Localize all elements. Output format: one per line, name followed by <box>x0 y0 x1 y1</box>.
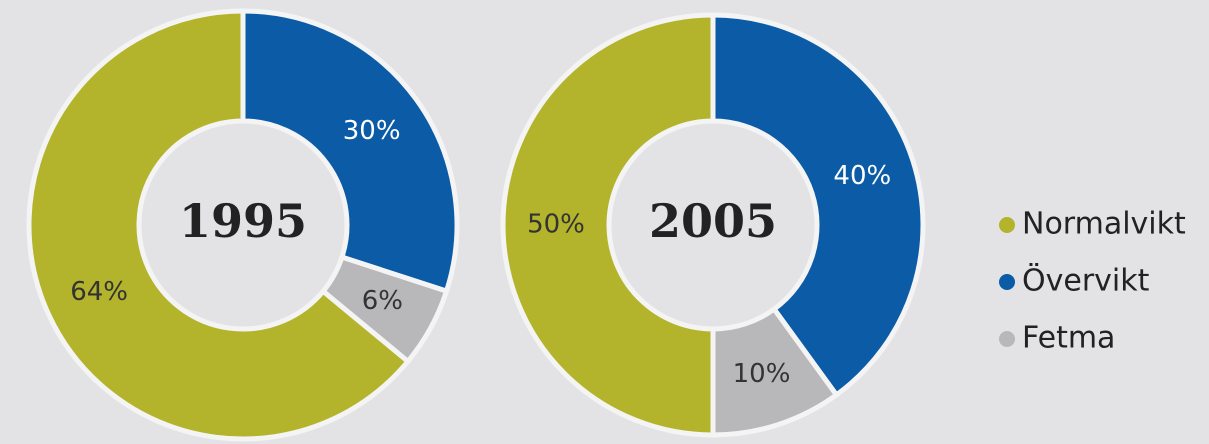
value-label: 40% <box>833 161 891 191</box>
donut-slice <box>500 12 716 438</box>
legend-swatch <box>999 274 1015 290</box>
value-label: 50% <box>527 210 585 240</box>
center-title: 1995 <box>179 194 307 248</box>
center-title: 2005 <box>649 194 777 248</box>
legend-swatch <box>999 217 1015 233</box>
legend-label: Normalvikt <box>1022 207 1186 242</box>
value-label: 30% <box>343 116 401 146</box>
legend-swatch <box>999 331 1015 347</box>
legend-label: Övervikt <box>1022 263 1150 299</box>
donut-slice <box>26 8 412 442</box>
legend-label: Fetma <box>1022 321 1115 356</box>
value-label: 64% <box>70 277 128 307</box>
donut-slice <box>710 12 926 399</box>
value-label: 10% <box>733 359 791 389</box>
donut-slice <box>240 8 460 295</box>
value-label: 6% <box>362 286 403 316</box>
